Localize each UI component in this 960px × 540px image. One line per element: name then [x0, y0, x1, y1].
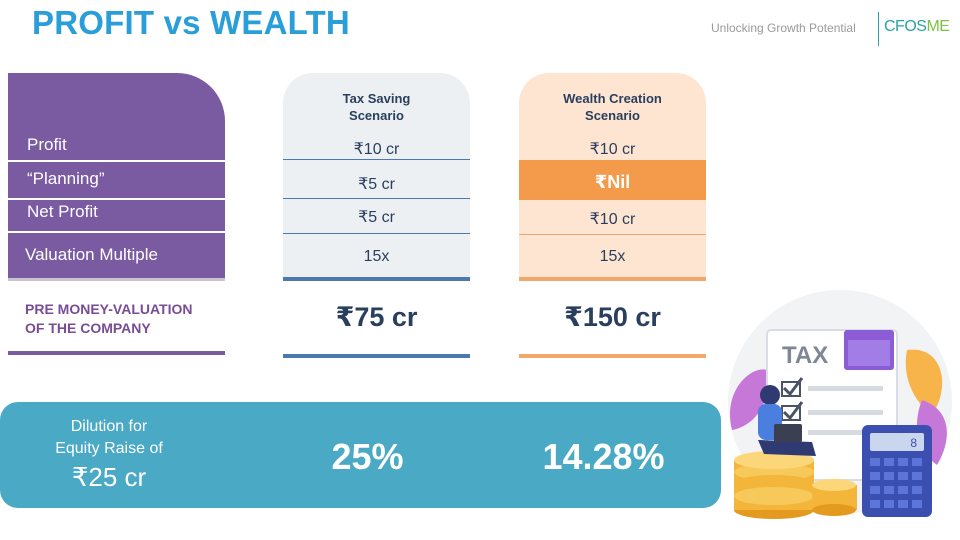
tax-planning-value: ₹5 cr	[358, 176, 395, 193]
wealth-valuation-underline	[519, 354, 706, 358]
row-divider	[519, 234, 706, 235]
dilution-label-line2: Equity Raise of	[55, 440, 163, 457]
logo-divider	[878, 12, 879, 46]
checkmark-icon	[782, 401, 804, 421]
calculator-display-text: 8	[910, 436, 917, 450]
document-line	[808, 410, 883, 415]
tax-saving-heading-line2: Scenario	[349, 108, 404, 123]
planning-highlight-cell	[519, 160, 706, 200]
row-divider	[8, 231, 225, 233]
tax-illustration: TAX 8	[728, 290, 952, 519]
tax-dilution-value: 25%	[331, 436, 404, 477]
wealth-planning-value: ₹Nil	[594, 172, 631, 192]
calendar-grid	[848, 340, 890, 366]
wealth-creation-heading-line2: Scenario	[585, 108, 640, 123]
wealth-column-base	[519, 277, 706, 281]
tax-saving-column	[283, 73, 470, 279]
checkmark-icon	[782, 377, 804, 397]
row-divider	[283, 198, 470, 199]
dilution-bar	[0, 402, 721, 508]
leaf-icon	[730, 369, 768, 430]
coin-stack-icon	[734, 451, 814, 519]
brand-logo: CFOSME	[884, 18, 950, 36]
row-divider	[8, 198, 225, 200]
pre-money-label-line1: PRE MONEY-VALUATION	[25, 301, 193, 317]
logo-main-text: CFOS	[884, 18, 927, 35]
row-divider	[283, 233, 470, 234]
tax-column-base	[283, 277, 470, 281]
dilution-label-line1: Dilution for	[70, 418, 148, 435]
row-divider	[8, 160, 225, 162]
pre-money-label-line2: OF THE COMPANY	[25, 320, 151, 336]
tax-multiple-value: 15x	[363, 248, 390, 265]
checkbox-icon	[781, 381, 801, 397]
row-label-panel	[8, 73, 225, 281]
tax-valuation-value: ₹75 cr	[335, 302, 418, 332]
dilution-label: Dilution for Equity Raise of ₹25 cr	[48, 416, 170, 494]
pre-money-label: PRE MONEY-VALUATION OF THE COMPANY	[25, 300, 193, 338]
tax-profit-value: ₹10 cr	[353, 141, 400, 158]
wealth-creation-heading-line1: Wealth Creation	[563, 91, 662, 106]
person-icon	[758, 385, 816, 456]
tax-saving-heading-line1: Tax Saving	[342, 91, 411, 106]
wealth-multiple-value: 15x	[599, 248, 626, 265]
wealth-profit-value: ₹10 cr	[589, 141, 636, 158]
document-line	[808, 430, 883, 435]
equity-raise-amount: ₹25 cr	[71, 462, 147, 492]
tax-saving-heading: Tax Saving Scenario	[283, 90, 470, 124]
leaf-icon	[905, 349, 943, 415]
calculator-keys	[870, 458, 922, 508]
row-label-valuation-multiple: Valuation Multiple	[25, 245, 158, 264]
pre-money-underline	[8, 351, 225, 355]
page-title: PROFIT vs WEALTH	[32, 4, 350, 41]
wealth-dilution-value: 14.28%	[542, 436, 665, 477]
wealth-valuation-value: ₹150 cr	[564, 302, 661, 332]
tax-document-text: TAX	[782, 342, 828, 369]
coin-stack-icon	[812, 479, 857, 516]
wealth-net-profit-value: ₹10 cr	[589, 211, 636, 228]
tax-valuation-underline	[283, 354, 470, 358]
wealth-creation-heading: Wealth Creation Scenario	[519, 90, 706, 124]
row-label-planning: “Planning”	[27, 169, 105, 188]
tagline: Unlocking Growth Potential	[711, 21, 856, 35]
logo-accent-text: ME	[926, 18, 950, 35]
row-label-profit: Profit	[27, 135, 67, 154]
label-panel-base	[8, 278, 225, 281]
tax-net-profit-value: ₹5 cr	[358, 209, 395, 226]
row-divider	[283, 159, 470, 160]
document-line	[808, 386, 883, 391]
calculator-display	[870, 433, 924, 451]
row-label-net-profit: Net Profit	[27, 202, 98, 221]
